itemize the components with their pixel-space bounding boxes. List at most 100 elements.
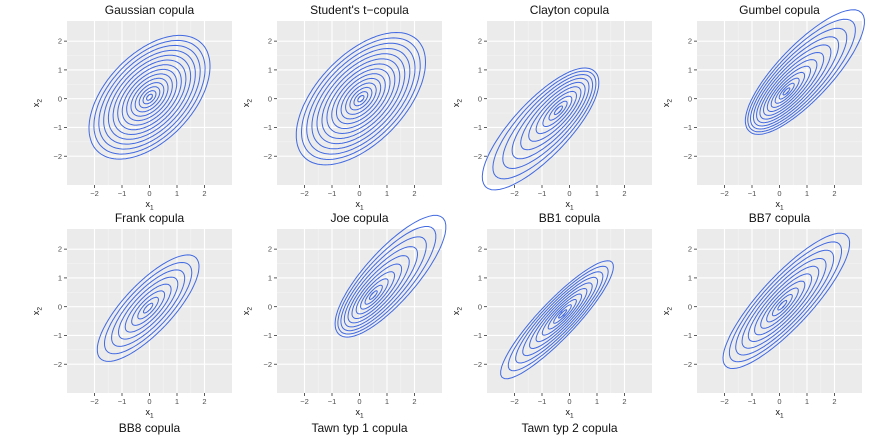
contour-line [137, 296, 160, 320]
chart-panel: Clayton copula −2 −1 0 1 2 −2 −1 0 1 2 x1 x2 [451, 3, 652, 212]
contour-line [520, 81, 586, 151]
y-tick-label: 1 [688, 274, 692, 283]
y-tick-label: −2 [683, 152, 692, 161]
contour-line [103, 261, 193, 355]
panel-title: BB1 copula [539, 211, 601, 225]
x-tick-label: −1 [538, 397, 547, 406]
contour-line [112, 59, 187, 136]
panel-title: BB8 copula [119, 421, 181, 435]
y-tick-label: −1 [263, 123, 272, 132]
contour-line [316, 53, 406, 145]
x-tick-label: −1 [328, 397, 337, 406]
contour-line [311, 47, 411, 150]
y-tick-label: 2 [688, 37, 692, 46]
x-axis-label: x1 [565, 407, 574, 420]
contour-line [130, 77, 169, 117]
y-tick-label: 0 [268, 94, 272, 103]
x-tick-label: −1 [748, 189, 757, 198]
contour-line [522, 276, 599, 357]
contour-line [111, 269, 186, 347]
x-tick-label: 0 [147, 397, 151, 406]
contour-line [334, 214, 447, 338]
y-tick-label: −2 [473, 360, 482, 369]
contour-line [142, 90, 157, 105]
x-tick-label: 0 [357, 397, 361, 406]
y-axis-label: x2 [31, 307, 44, 316]
contour-line [353, 91, 369, 107]
contour-line [766, 287, 799, 323]
y-tick-label: 1 [58, 274, 62, 283]
x-tick-label: 2 [412, 189, 416, 198]
x-tick-label: −1 [118, 397, 127, 406]
contour-line [340, 77, 382, 120]
y-tick-label: −1 [53, 331, 62, 340]
y-tick-label: 1 [478, 274, 482, 283]
chart-panel: Joe copula −2 −1 0 1 2 −2 −1 0 1 2 x1 x2 [241, 211, 447, 420]
y-tick-label: −2 [263, 360, 272, 369]
contour-line [103, 49, 196, 145]
contour-line [340, 236, 427, 332]
contour-line [355, 271, 396, 315]
chart-panel: BB1 copula −2 −1 0 1 2 −2 −1 0 1 2 x1 x2 [451, 211, 652, 420]
y-tick-label: 2 [268, 245, 272, 254]
x-tick-label: 2 [832, 397, 836, 406]
x-tick-label: −1 [538, 189, 547, 198]
x-tick-label: 1 [805, 189, 809, 198]
y-axis-label: x2 [661, 99, 674, 108]
x-axis-label: x1 [355, 199, 364, 212]
panel-title: Joe copula [330, 211, 388, 225]
contour-line [337, 226, 437, 335]
x-tick-label: 0 [777, 189, 781, 198]
contour-line [134, 82, 165, 113]
panel-title: Tawn typ 2 copula [521, 421, 617, 435]
contour-line [138, 86, 161, 109]
y-tick-label: 0 [478, 94, 482, 103]
contour-line [558, 309, 568, 319]
x-tick-label: −2 [90, 397, 99, 406]
x-tick-label: 1 [595, 189, 599, 198]
x-tick-label: −2 [300, 189, 309, 198]
y-tick-label: −1 [473, 331, 482, 340]
y-tick-label: 1 [478, 66, 482, 75]
contour-line [760, 280, 806, 329]
contour-line [766, 65, 812, 112]
contour-line [146, 93, 153, 101]
x-tick-label: 1 [385, 189, 389, 198]
contour-line [345, 82, 377, 115]
x-tick-label: 1 [385, 397, 389, 406]
chart-panel: Gaussian copula −2 −1 0 1 2 −2 −1 0 1 2 x1 x2 [31, 3, 232, 212]
x-tick-label: −1 [118, 189, 127, 198]
x-tick-label: 1 [175, 189, 179, 198]
y-tick-label: 0 [268, 302, 272, 311]
y-tick-label: 0 [688, 302, 692, 311]
contour-line [295, 31, 427, 166]
y-tick-label: −2 [473, 152, 482, 161]
x-tick-label: 2 [202, 397, 206, 406]
x-axis-label: x1 [145, 407, 154, 420]
x-tick-label: 0 [777, 397, 781, 406]
y-axis-label: x2 [241, 99, 254, 108]
contour-line [774, 77, 800, 104]
contour-line [364, 284, 383, 305]
y-tick-label: −2 [53, 360, 62, 369]
y-tick-label: −1 [683, 123, 692, 132]
y-tick-label: −1 [263, 331, 272, 340]
y-tick-label: 2 [58, 245, 62, 254]
contour-line [326, 63, 396, 135]
contour-line [343, 246, 419, 328]
contour-line [349, 86, 373, 111]
y-tick-label: −2 [263, 152, 272, 161]
contour-line [735, 249, 835, 356]
x-axis-label: x1 [355, 407, 364, 420]
contour-line [747, 18, 856, 133]
contour-line [507, 265, 609, 372]
contour-line [88, 34, 211, 160]
contour-line [722, 232, 851, 370]
contour-line [117, 276, 179, 340]
y-tick-label: 0 [688, 94, 692, 103]
y-tick-label: 2 [58, 37, 62, 46]
contour-line [124, 283, 172, 333]
contour-line [553, 304, 572, 324]
contour-line [143, 302, 154, 314]
